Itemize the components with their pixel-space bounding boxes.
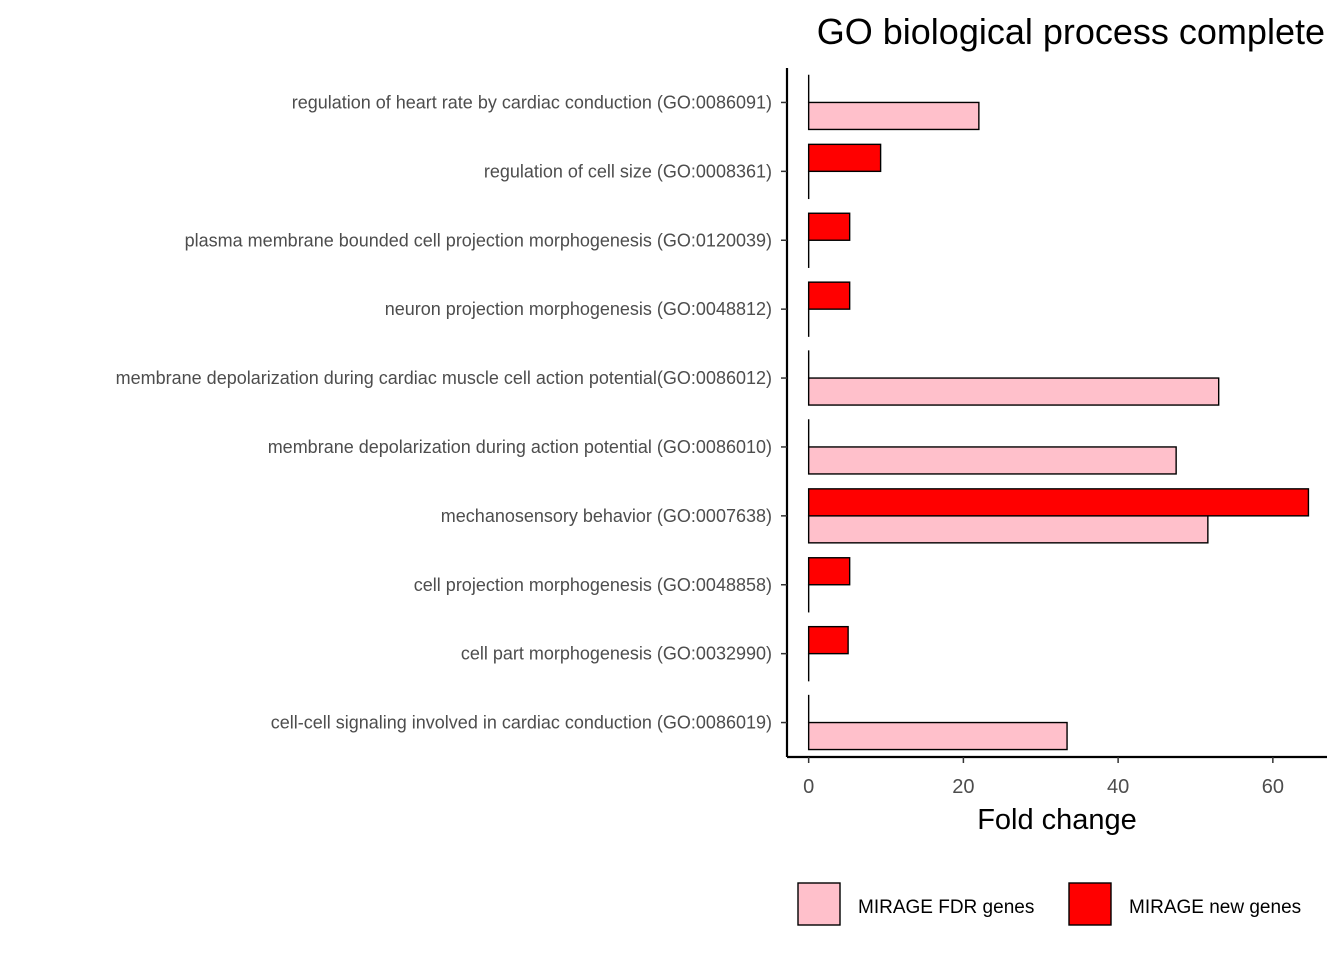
- chart-title: GO biological process complete: [817, 11, 1325, 52]
- legend-label-new: MIRAGE new genes: [1129, 897, 1301, 918]
- y-tick-label-8: cell part morphogenesis (GO:0032990): [461, 644, 772, 664]
- bar-new-2: [807, 212, 851, 241]
- bar-new-1: [807, 143, 882, 173]
- bar-fdr-9: [807, 721, 1068, 751]
- bar-fdr-0: [807, 101, 980, 131]
- y-tick-label-6: mechanosensory behavior (GO:0007638): [441, 506, 772, 526]
- y-tick-label-5: membrane depolarization during action po…: [268, 437, 772, 457]
- bar-fdr-6: [807, 515, 1209, 544]
- bar-new-7: [807, 557, 851, 586]
- y-tick-label-2: plasma membrane bounded cell projection …: [185, 230, 772, 250]
- bar-new-8: [807, 625, 849, 655]
- legend: MIRAGE FDR genes MIRAGE new genes: [797, 882, 1301, 926]
- bar-new-3: [807, 281, 851, 310]
- y-tick-label-3: neuron projection morphogenesis (GO:0048…: [385, 299, 772, 319]
- bar-new-6: [807, 488, 1310, 517]
- legend-label-fdr: MIRAGE FDR genes: [858, 897, 1034, 918]
- bar-fdr-5: [807, 446, 1177, 475]
- legend-key-new: [1068, 882, 1112, 926]
- bars-layer: [807, 74, 1310, 751]
- x-tick-label-3: 60: [1262, 776, 1284, 798]
- bar-fdr-4: [807, 377, 1220, 406]
- legend-key-fdr: [797, 882, 841, 926]
- y-tick-label-4: membrane depolarization during cardiac m…: [116, 368, 772, 388]
- x-tick-label-2: 40: [1107, 776, 1129, 798]
- y-tick-label-0: regulation of heart rate by cardiac cond…: [292, 92, 772, 112]
- x-tick-label-1: 20: [952, 776, 974, 798]
- x-tick-label-0: 0: [803, 776, 814, 798]
- y-tick-label-1: regulation of cell size (GO:0008361): [484, 161, 772, 181]
- y-tick-label-9: cell-cell signaling involved in cardiac …: [271, 713, 772, 733]
- y-tick-label-7: cell projection morphogenesis (GO:004885…: [414, 575, 772, 595]
- x-axis-title: Fold change: [977, 804, 1137, 836]
- axes-layer: regulation of heart rate by cardiac cond…: [116, 68, 1327, 798]
